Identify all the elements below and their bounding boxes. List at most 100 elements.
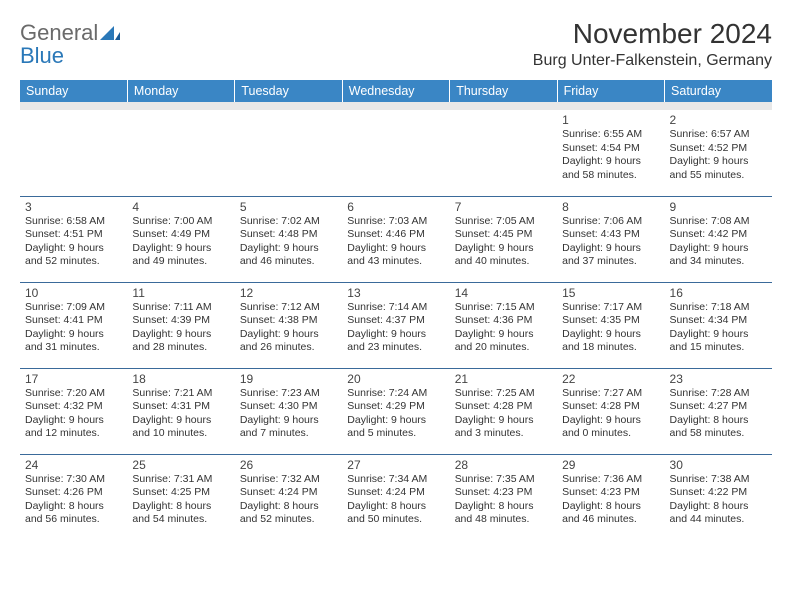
day-info-line: Sunset: 4:45 PM [455, 228, 552, 242]
calendar-cell: 8Sunrise: 7:06 AMSunset: 4:43 PMDaylight… [557, 196, 664, 282]
day-info-line: Sunrise: 6:58 AM [25, 215, 122, 229]
day-info-line: Daylight: 9 hours [455, 242, 552, 256]
day-info-line: and 20 minutes. [455, 341, 552, 355]
day-info: Sunrise: 7:12 AMSunset: 4:38 PMDaylight:… [240, 301, 337, 356]
day-info-line: and 55 minutes. [670, 169, 767, 183]
day-number: 6 [347, 200, 444, 214]
day-info-line: Sunset: 4:25 PM [132, 486, 229, 500]
logo: General Blue [20, 18, 120, 68]
logo-text-blue: Blue [20, 43, 64, 68]
day-info-line: and 43 minutes. [347, 255, 444, 269]
calendar-row: 3Sunrise: 6:58 AMSunset: 4:51 PMDaylight… [20, 196, 772, 282]
day-info-line: Sunset: 4:49 PM [132, 228, 229, 242]
day-number: 17 [25, 372, 122, 386]
day-info-line: Daylight: 9 hours [240, 414, 337, 428]
day-info-line: Sunrise: 7:36 AM [562, 473, 659, 487]
day-info: Sunrise: 7:11 AMSunset: 4:39 PMDaylight:… [132, 301, 229, 356]
day-info-line: Sunrise: 7:21 AM [132, 387, 229, 401]
day-info-line: Daylight: 8 hours [455, 500, 552, 514]
day-info: Sunrise: 7:27 AMSunset: 4:28 PMDaylight:… [562, 387, 659, 442]
day-info: Sunrise: 6:57 AMSunset: 4:52 PMDaylight:… [670, 128, 767, 183]
day-info: Sunrise: 7:34 AMSunset: 4:24 PMDaylight:… [347, 473, 444, 528]
calendar-cell: 28Sunrise: 7:35 AMSunset: 4:23 PMDayligh… [450, 454, 557, 540]
day-number: 29 [562, 458, 659, 472]
day-info-line: Sunset: 4:26 PM [25, 486, 122, 500]
day-info-line: Daylight: 8 hours [562, 500, 659, 514]
day-info-line: and 50 minutes. [347, 513, 444, 527]
title-block: November 2024 Burg Unter-Falkenstein, Ge… [533, 18, 772, 70]
day-info-line: and 23 minutes. [347, 341, 444, 355]
day-header-cell: Sunday [20, 80, 127, 102]
day-info-line: Sunrise: 7:20 AM [25, 387, 122, 401]
day-number: 28 [455, 458, 552, 472]
calendar-cell: 7Sunrise: 7:05 AMSunset: 4:45 PMDaylight… [450, 196, 557, 282]
day-info-line: and 3 minutes. [455, 427, 552, 441]
day-info-line: and 15 minutes. [670, 341, 767, 355]
day-info: Sunrise: 7:28 AMSunset: 4:27 PMDaylight:… [670, 387, 767, 442]
day-header-row: Sunday Monday Tuesday Wednesday Thursday… [20, 80, 772, 102]
day-info-line: Sunset: 4:24 PM [347, 486, 444, 500]
day-info-line: Sunrise: 7:18 AM [670, 301, 767, 315]
day-number: 5 [240, 200, 337, 214]
day-info-line: Sunrise: 7:31 AM [132, 473, 229, 487]
day-info-line: and 44 minutes. [670, 513, 767, 527]
day-number: 2 [670, 113, 767, 127]
day-info-line: and 37 minutes. [562, 255, 659, 269]
day-info: Sunrise: 7:18 AMSunset: 4:34 PMDaylight:… [670, 301, 767, 356]
calendar-cell: 12Sunrise: 7:12 AMSunset: 4:38 PMDayligh… [235, 282, 342, 368]
day-info-line: Sunset: 4:41 PM [25, 314, 122, 328]
calendar-cell: 16Sunrise: 7:18 AMSunset: 4:34 PMDayligh… [665, 282, 772, 368]
day-info: Sunrise: 7:24 AMSunset: 4:29 PMDaylight:… [347, 387, 444, 442]
day-info-line: Daylight: 9 hours [670, 242, 767, 256]
calendar-cell: 23Sunrise: 7:28 AMSunset: 4:27 PMDayligh… [665, 368, 772, 454]
day-header-cell: Friday [557, 80, 664, 102]
day-info-line: Sunset: 4:39 PM [132, 314, 229, 328]
day-header-cell: Monday [127, 80, 234, 102]
day-info-line: Sunrise: 7:27 AM [562, 387, 659, 401]
day-info: Sunrise: 7:14 AMSunset: 4:37 PMDaylight:… [347, 301, 444, 356]
calendar-cell [342, 110, 449, 196]
day-info-line: and 46 minutes. [562, 513, 659, 527]
day-number: 23 [670, 372, 767, 386]
calendar-cell [450, 110, 557, 196]
day-number: 3 [25, 200, 122, 214]
day-info-line: Sunrise: 7:24 AM [347, 387, 444, 401]
day-number: 21 [455, 372, 552, 386]
day-info-line: Daylight: 9 hours [25, 414, 122, 428]
day-info: Sunrise: 7:06 AMSunset: 4:43 PMDaylight:… [562, 215, 659, 270]
day-info-line: Sunset: 4:31 PM [132, 400, 229, 414]
calendar-table: Sunday Monday Tuesday Wednesday Thursday… [20, 80, 772, 540]
calendar-cell: 30Sunrise: 7:38 AMSunset: 4:22 PMDayligh… [665, 454, 772, 540]
day-info-line: and 56 minutes. [25, 513, 122, 527]
day-info-line: Daylight: 9 hours [455, 414, 552, 428]
day-number: 19 [240, 372, 337, 386]
day-info: Sunrise: 7:31 AMSunset: 4:25 PMDaylight:… [132, 473, 229, 528]
day-number: 10 [25, 286, 122, 300]
day-info: Sunrise: 7:23 AMSunset: 4:30 PMDaylight:… [240, 387, 337, 442]
calendar-cell: 3Sunrise: 6:58 AMSunset: 4:51 PMDaylight… [20, 196, 127, 282]
calendar-cell: 4Sunrise: 7:00 AMSunset: 4:49 PMDaylight… [127, 196, 234, 282]
calendar-row: 24Sunrise: 7:30 AMSunset: 4:26 PMDayligh… [20, 454, 772, 540]
day-info-line: Sunrise: 6:57 AM [670, 128, 767, 142]
day-info: Sunrise: 6:55 AMSunset: 4:54 PMDaylight:… [562, 128, 659, 183]
day-number: 26 [240, 458, 337, 472]
day-number: 25 [132, 458, 229, 472]
day-info-line: and 58 minutes. [670, 427, 767, 441]
day-info-line: Daylight: 9 hours [132, 242, 229, 256]
day-header-cell: Wednesday [342, 80, 449, 102]
calendar-cell [127, 110, 234, 196]
day-info-line: Sunrise: 7:08 AM [670, 215, 767, 229]
day-info-line: Daylight: 9 hours [347, 328, 444, 342]
day-info-line: Sunrise: 7:32 AM [240, 473, 337, 487]
calendar-cell: 9Sunrise: 7:08 AMSunset: 4:42 PMDaylight… [665, 196, 772, 282]
day-info-line: Daylight: 9 hours [132, 414, 229, 428]
day-info-line: Sunset: 4:35 PM [562, 314, 659, 328]
day-info-line: Daylight: 9 hours [347, 242, 444, 256]
calendar-cell [20, 110, 127, 196]
day-number: 11 [132, 286, 229, 300]
calendar-cell: 14Sunrise: 7:15 AMSunset: 4:36 PMDayligh… [450, 282, 557, 368]
calendar-cell: 15Sunrise: 7:17 AMSunset: 4:35 PMDayligh… [557, 282, 664, 368]
day-info-line: Sunrise: 7:02 AM [240, 215, 337, 229]
calendar-body: 1Sunrise: 6:55 AMSunset: 4:54 PMDaylight… [20, 110, 772, 540]
day-info-line: and 28 minutes. [132, 341, 229, 355]
